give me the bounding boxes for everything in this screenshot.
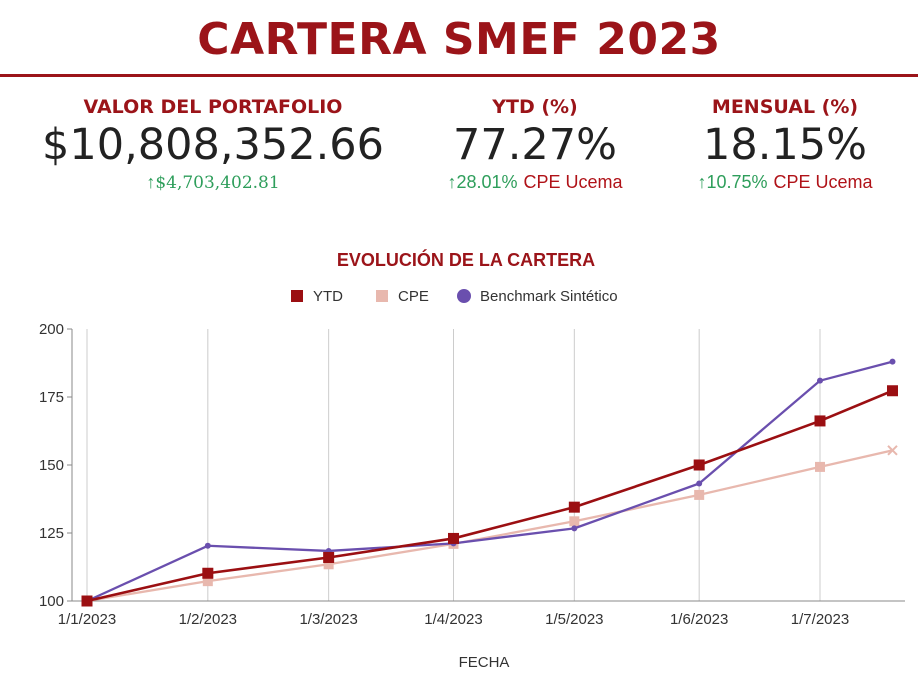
chart-legend[interactable]: YTD CPE Benchmark Sintético	[291, 288, 618, 305]
kpi-monthly-value: 18.15%	[703, 120, 867, 170]
kpi-ytd-sub: ↑28.01% CPE Ucema	[400, 172, 670, 193]
kpi-monthly-delta: 10.75%	[706, 172, 768, 192]
kpi-ytd-benchmark: CPE Ucema	[523, 172, 623, 192]
x-tick-label: 1/5/2023	[545, 611, 603, 628]
y-tick-label: 125	[39, 525, 64, 542]
data-point	[202, 576, 213, 587]
data-point	[815, 461, 825, 472]
x-axis-label: FECHA	[459, 654, 510, 671]
data-point	[887, 445, 898, 456]
page-title: CARTERA SMEF 2023	[197, 14, 721, 65]
data-point	[323, 551, 335, 563]
data-point	[696, 480, 703, 487]
data-point	[814, 415, 826, 427]
legend-swatch	[457, 289, 471, 303]
data-point	[886, 385, 898, 397]
legend-label[interactable]: YTD	[313, 288, 343, 305]
arrow-up-icon: ↑	[447, 172, 457, 192]
data-point	[889, 358, 896, 365]
chart-axes: 1/1/2023 1/2/2023 1/3/2023 1/4/2023 1/5/2023…	[39, 321, 905, 628]
kpi-monthly-label: MENSUAL (%)	[711, 96, 859, 118]
kpi-ytd-label: YTD (%)	[492, 96, 578, 118]
series-line-benchmark-sintético	[86, 360, 893, 603]
x-tick-label: 1/6/2023	[670, 611, 728, 628]
series-line-cpe	[86, 449, 893, 603]
x-tick-label: 1/2/2023	[179, 611, 237, 628]
data-point	[694, 489, 705, 500]
kpi-portfolio-value: $10,808,352.66	[42, 120, 384, 170]
legend-label[interactable]: CPE	[398, 288, 429, 305]
data-point	[448, 532, 459, 544]
kpi-ytd: YTD (%) 77.27% ↑28.01% CPE Ucema	[400, 96, 670, 193]
x-tick-label: 1/3/2023	[299, 611, 357, 628]
data-point	[817, 377, 823, 384]
data-point	[204, 542, 211, 549]
kpi-portfolio-sub: ↑$4,703,402.81	[28, 172, 398, 193]
kpi-portfolio-delta: $4,703,402.81	[155, 173, 280, 193]
kpi-ytd-delta: 28.01%	[456, 172, 518, 192]
data-point	[81, 595, 93, 607]
kpi-monthly-sub: ↑10.75% CPE Ucema	[672, 172, 898, 193]
data-point	[568, 501, 580, 513]
chart-series	[81, 358, 898, 607]
kpi-monthly-benchmark: CPE Ucema	[773, 172, 873, 192]
legend-swatch	[291, 290, 303, 302]
y-tick-label: 175	[39, 389, 64, 406]
arrow-up-icon: ↑	[697, 172, 707, 192]
chart-title: EVOLUCIÓN DE LA CARTERA	[337, 249, 595, 270]
x-tick-label: 1/7/2023	[791, 611, 849, 628]
y-tick-label: 150	[39, 457, 64, 474]
data-point	[323, 559, 334, 570]
data-point	[693, 459, 705, 471]
kpi-portfolio: VALOR DEL PORTAFOLIO $10,808,352.66 ↑$4,…	[28, 96, 398, 193]
arrow-up-icon: ↑	[146, 172, 156, 192]
kpi-monthly: MENSUAL (%) 18.15% ↑10.75% CPE Ucema	[672, 96, 898, 193]
legend-label[interactable]: Benchmark Sintético	[480, 288, 618, 305]
kpi-portfolio-label: VALOR DEL PORTAFOLIO	[83, 96, 343, 118]
portfolio-chart: EVOLUCIÓN DE LA CARTERA YTD CPE Benchmark …	[39, 249, 905, 671]
y-tick-label: 100	[39, 593, 64, 610]
kpi-ytd-value: 77.27%	[453, 120, 617, 170]
y-tick-label: 200	[39, 321, 64, 338]
x-tick-label: 1/1/2023	[58, 611, 116, 628]
title-divider	[0, 74, 918, 77]
chart-grid	[86, 329, 821, 601]
data-point	[569, 516, 580, 527]
legend-swatch	[376, 290, 388, 302]
x-tick-label: 1/4/2023	[424, 611, 482, 628]
data-point	[571, 525, 578, 532]
data-point	[202, 567, 214, 579]
series-line-ytd	[86, 389, 893, 603]
